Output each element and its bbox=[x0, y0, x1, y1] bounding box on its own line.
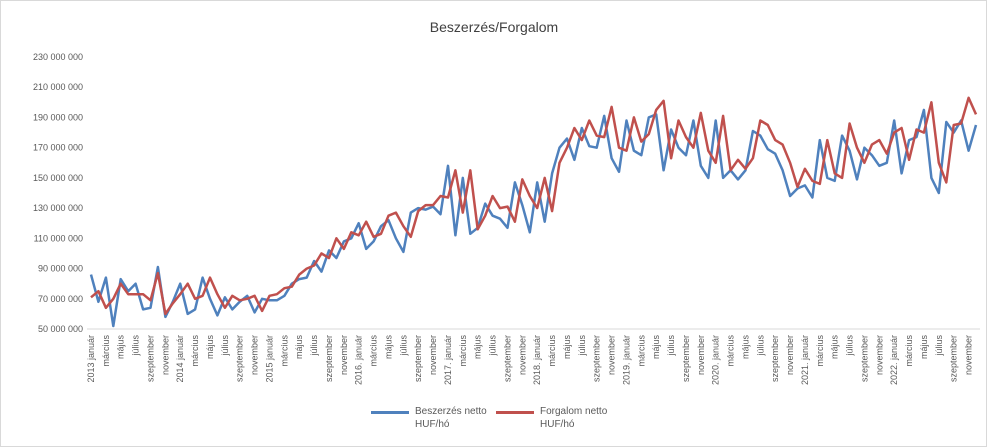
x-tick-label: szeptember bbox=[145, 335, 155, 382]
x-tick-label: 2015 január bbox=[264, 335, 274, 383]
x-tick-label: július bbox=[666, 335, 676, 357]
y-tick-label: 210 000 000 bbox=[33, 82, 83, 92]
x-tick-label: szeptember bbox=[324, 335, 334, 382]
x-tick-label: november bbox=[517, 335, 527, 375]
x-tick-label: július bbox=[577, 335, 587, 357]
legend-label: Beszerzés netto HUF/hó bbox=[415, 406, 487, 430]
x-tick-label: március bbox=[101, 335, 111, 367]
x-tick-label: március bbox=[547, 335, 557, 367]
x-tick-label: július bbox=[934, 335, 944, 357]
x-tick-label: május bbox=[830, 335, 840, 360]
legend-item: Beszerzés netto HUF/hó bbox=[371, 405, 493, 431]
x-tick-label: március bbox=[726, 335, 736, 367]
y-tick-label: 90 000 000 bbox=[38, 264, 83, 274]
x-tick-label: 2018. január bbox=[532, 335, 542, 385]
x-tick-label: 2021. január bbox=[800, 335, 810, 385]
y-tick-label: 50 000 000 bbox=[38, 324, 83, 334]
x-tick-label: május bbox=[651, 335, 661, 360]
x-tick-label: március bbox=[636, 335, 646, 367]
x-tick-label: november bbox=[785, 335, 795, 375]
x-tick-label: november bbox=[160, 335, 170, 375]
y-tick-label: 110 000 000 bbox=[34, 233, 83, 243]
x-tick-label: július bbox=[220, 335, 230, 357]
x-tick-label: szeptember bbox=[592, 335, 602, 382]
x-tick-label: 2013 január bbox=[86, 335, 96, 383]
x-tick-label: május bbox=[205, 335, 215, 360]
y-tick-label: 230 000 000 bbox=[33, 52, 83, 62]
x-tick-label: 2014 január bbox=[175, 335, 185, 383]
chart-title: Beszerzés/Forgalom bbox=[430, 19, 558, 35]
x-tick-label: 2016. január bbox=[354, 335, 364, 385]
x-tick-label: május bbox=[740, 335, 750, 360]
x-tick-label: március bbox=[369, 335, 379, 367]
x-tick-label: november bbox=[607, 335, 617, 375]
x-tick-label: július bbox=[309, 335, 319, 357]
x-tick-label: március bbox=[190, 335, 200, 367]
x-tick-label: szeptember bbox=[413, 335, 423, 382]
y-tick-label: 170 000 000 bbox=[33, 143, 83, 153]
y-tick-label: 150 000 000 bbox=[33, 173, 83, 183]
x-tick-label: szeptember bbox=[859, 335, 869, 382]
x-tick-label: március bbox=[815, 335, 825, 367]
x-tick-label: szeptember bbox=[949, 335, 959, 382]
x-tick-label: július bbox=[755, 335, 765, 357]
x-tick-label: július bbox=[488, 335, 498, 357]
x-tick-label: május bbox=[473, 335, 483, 360]
x-tick-label: május bbox=[919, 335, 929, 360]
x-tick-label: 2022. január bbox=[889, 335, 899, 385]
legend-label: Forgalom netto HUF/hó bbox=[540, 406, 608, 430]
series-line bbox=[89, 108, 978, 328]
x-tick-label: május bbox=[116, 335, 126, 360]
y-tick-label: 190 000 000 bbox=[33, 112, 83, 122]
y-tick-label: 130 000 000 bbox=[33, 203, 83, 213]
x-tick-label: november bbox=[250, 335, 260, 375]
x-tick-label: november bbox=[696, 335, 706, 375]
x-tick-label: szeptember bbox=[502, 335, 512, 382]
x-tick-label: május bbox=[294, 335, 304, 360]
x-tick-label: november bbox=[339, 335, 349, 375]
x-tick-label: március bbox=[458, 335, 468, 367]
x-tick-label: november bbox=[874, 335, 884, 375]
x-tick-label: július bbox=[398, 335, 408, 357]
x-tick-label: május bbox=[383, 335, 393, 360]
legend-item: Forgalom netto HUF/hó bbox=[496, 405, 618, 431]
x-tick-label: szeptember bbox=[235, 335, 245, 382]
x-tick-label: 2017. január bbox=[443, 335, 453, 385]
x-tick-label: július bbox=[131, 335, 141, 357]
legend-swatch bbox=[496, 411, 534, 414]
x-tick-label: július bbox=[845, 335, 855, 357]
x-tick-label: szeptember bbox=[681, 335, 691, 382]
x-tick-label: szeptember bbox=[770, 335, 780, 382]
x-tick-label: 2019. január bbox=[621, 335, 631, 385]
series-line bbox=[90, 96, 978, 316]
x-tick-label: március bbox=[904, 335, 914, 367]
x-tick-label: november bbox=[428, 335, 438, 375]
x-tick-label: március bbox=[279, 335, 289, 367]
x-tick-label: május bbox=[562, 335, 572, 360]
x-tick-label: november bbox=[964, 335, 974, 375]
x-tick-label: 2020. január bbox=[711, 335, 721, 385]
y-tick-label: 70 000 000 bbox=[38, 294, 83, 304]
legend-swatch bbox=[371, 411, 409, 414]
